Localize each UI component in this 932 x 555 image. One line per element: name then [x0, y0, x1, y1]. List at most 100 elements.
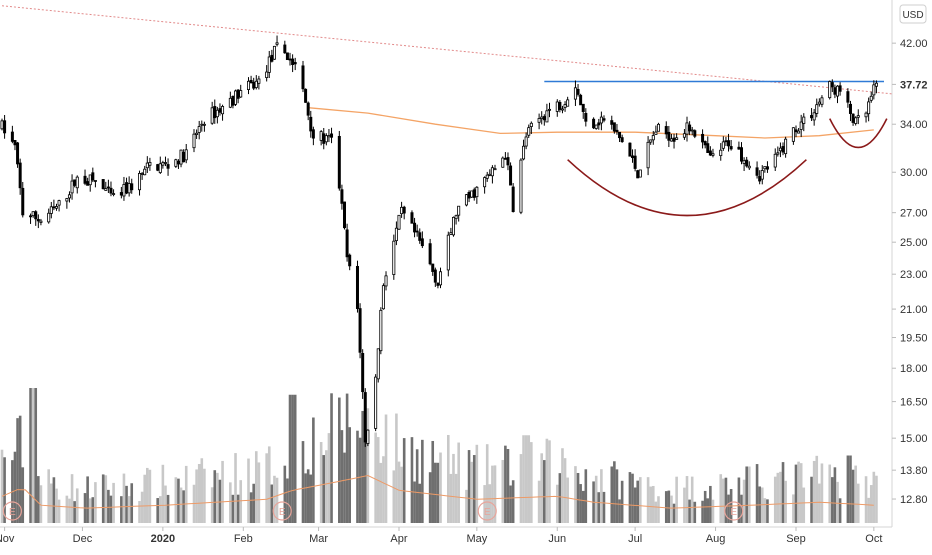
time-tick-label: Sep [786, 533, 806, 545]
candle-body [690, 129, 694, 132]
candle-body [815, 104, 819, 114]
volume-bar [174, 477, 178, 523]
candle-body [649, 139, 653, 143]
volume-bar [101, 474, 105, 523]
candle-body [420, 238, 424, 247]
candle-body [358, 308, 362, 353]
handle-arc[interactable] [829, 118, 888, 149]
earnings-marker[interactable] [477, 501, 497, 521]
candle-body [636, 170, 640, 179]
candle-body [355, 265, 359, 309]
candle-body [519, 159, 523, 213]
candle-body [856, 115, 860, 118]
volume-bar [309, 474, 313, 523]
volume-bar [646, 477, 650, 523]
volume-bar [628, 472, 632, 523]
earnings-marker[interactable] [2, 501, 22, 521]
volume-bar [779, 471, 782, 523]
candle-body [418, 232, 422, 241]
candle-body [161, 162, 165, 166]
candle-body [376, 348, 380, 380]
candle-body [830, 82, 834, 88]
price-tick-label: 19.50 [900, 333, 928, 345]
candle-body [366, 429, 370, 444]
candle-body [615, 129, 619, 133]
currency-badge[interactable] [899, 4, 927, 24]
candle-body [558, 101, 562, 110]
earnings-marker[interactable] [272, 501, 292, 521]
candle-body [610, 120, 614, 125]
candle-body [778, 147, 782, 152]
candle-body [675, 137, 679, 140]
volume-bar [288, 394, 292, 523]
volume-bar [239, 480, 243, 523]
candle-body [174, 159, 178, 167]
volume-bar [325, 450, 328, 523]
candle-body [654, 131, 658, 135]
volume-bar [52, 477, 56, 523]
candle-body [112, 193, 116, 195]
candle-body [667, 131, 671, 141]
volume-bar [820, 463, 824, 523]
volume-bar [301, 441, 305, 523]
candle-body [176, 160, 180, 165]
candle-body [202, 123, 206, 126]
volume-bar [636, 480, 640, 523]
candle-body [267, 56, 271, 73]
volume-bar [773, 476, 777, 523]
candle-body [555, 101, 559, 112]
volume-bar [701, 500, 704, 523]
candle-body [285, 52, 289, 61]
volume-bar [184, 465, 188, 523]
candle-body [594, 124, 598, 129]
volume-bar [576, 472, 580, 523]
candle-body [324, 135, 328, 143]
cup-arc[interactable] [567, 159, 807, 217]
time-tick-label: Feb [234, 533, 253, 545]
volume-bar [57, 499, 61, 523]
volume-bar [21, 467, 25, 523]
volume-bar [213, 470, 217, 523]
candle-body [747, 165, 751, 169]
volume-bar [613, 461, 616, 523]
candle-body [428, 243, 432, 265]
volume-bar [283, 465, 287, 523]
candle-body [254, 80, 258, 89]
earnings-marker[interactable] [724, 501, 744, 521]
candle-body [475, 186, 479, 198]
candle-body [21, 187, 25, 216]
volume-bar [363, 408, 367, 523]
volume-bar [306, 469, 310, 523]
volume-bar [252, 483, 255, 523]
volume-bar [475, 444, 479, 523]
volume-bar [125, 485, 128, 523]
volume-bar [797, 461, 800, 523]
candle-body [138, 173, 142, 191]
volume-bar [122, 473, 126, 523]
volume-bar [724, 477, 728, 523]
volume-bar [130, 483, 134, 523]
candle-body [758, 176, 762, 182]
price-tick-label: 21.00 [900, 304, 928, 316]
trend-line[interactable] [1, 5, 893, 95]
volume-bar [579, 484, 582, 523]
volume-bar [794, 464, 798, 523]
candle-body [773, 153, 777, 168]
candle-body [293, 62, 297, 65]
volume-bar [156, 498, 159, 523]
candles-layer [0, 35, 878, 447]
volume-bar [200, 458, 204, 523]
candle-body [291, 58, 295, 65]
candle-body [597, 122, 601, 126]
volume-bar [345, 393, 349, 523]
volume-bar [216, 472, 219, 523]
candle-body [745, 159, 749, 167]
volume-bar [47, 469, 51, 523]
candle-body [210, 107, 214, 124]
volume-bar [18, 415, 22, 523]
volume-bar [810, 476, 813, 523]
volume-bar [267, 446, 271, 523]
candle-body [542, 116, 546, 121]
volume-bar [120, 496, 123, 523]
volume-bar [138, 501, 141, 523]
